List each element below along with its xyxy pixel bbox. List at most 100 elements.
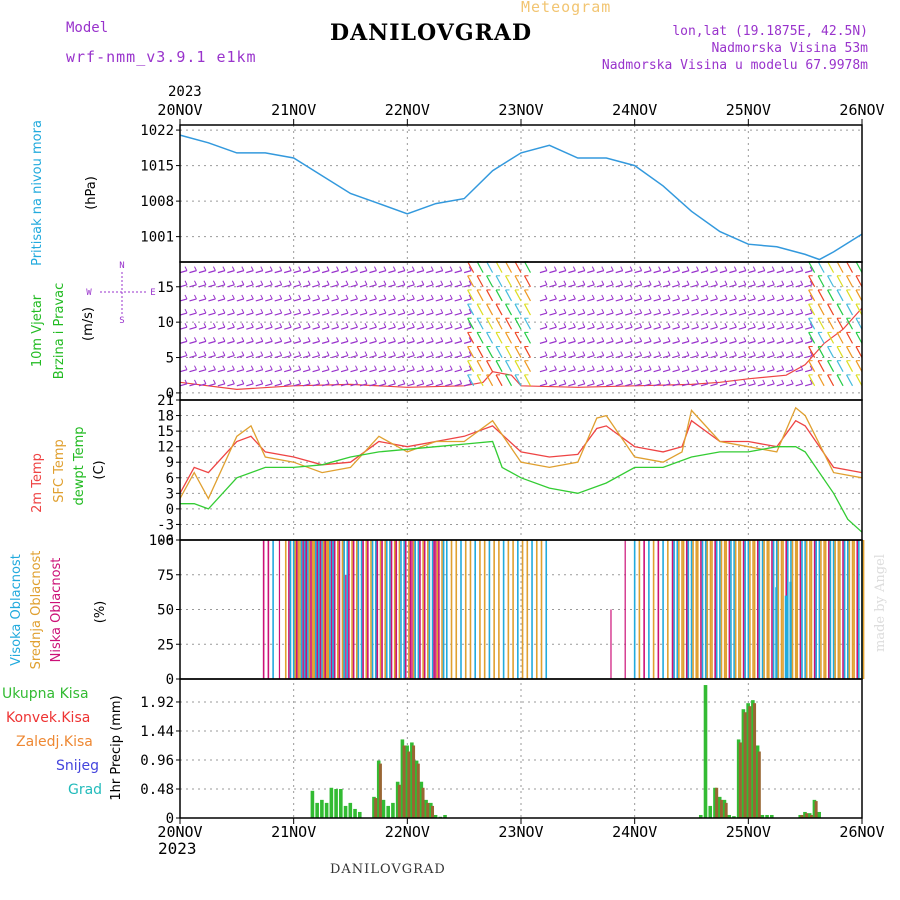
wind-barb-flag [658,337,662,342]
wind-barb [435,383,443,387]
wind-barb [757,340,765,344]
x-tick-label-bottom: 25NOV [726,823,771,841]
wind-barb-flag [269,379,273,385]
wind-barb-flag [222,294,226,300]
wind-barb-flag [231,365,235,370]
wind-barb [464,340,472,344]
wind-barb [321,298,330,302]
precip-legend-4: Grad [68,782,102,798]
wind-barb [514,360,522,372]
wind-barb-flag [317,365,321,370]
wind-barb-flag [582,294,586,300]
wind-barb-flag [790,266,794,271]
wind-barb-flag [800,323,804,328]
precip-bar-total [395,781,400,818]
wind-barb [359,340,368,344]
wind-barb [435,354,443,359]
wind-barb [505,275,513,288]
wind-barb [255,326,263,330]
wind-barb [672,270,680,274]
wind-barb [340,270,349,274]
wind-barb [748,383,756,387]
wind-barb-flag [203,323,207,328]
wind-barb [634,369,642,373]
wind-barb [227,298,235,302]
wind-barb-flag [459,351,463,356]
wind-barb-flag [553,337,557,342]
wind-barb-flag [733,365,737,370]
wind-barb-flag [298,379,302,385]
wind-barb [397,383,406,387]
wind-barb [454,270,462,274]
wind-barb [378,340,387,344]
wind-barb [236,326,244,330]
wind-barb [255,312,263,316]
wind-barb-flag [421,266,425,271]
wind-barb [454,383,462,387]
precip-bar-total [348,802,353,818]
wind-barb-flag [440,294,444,300]
wind-barb-flag [686,280,690,285]
wind-barb-flag [563,280,567,285]
wind-barb-flag [355,308,358,314]
wind-barb [321,340,330,344]
wind-barb-flag [572,266,576,271]
wind-barb [767,326,775,330]
wind-barb [795,340,803,344]
wind-barb-flag [203,294,207,300]
wind-barb-flag [298,323,302,328]
x-tick-label-bottom: 24NOV [612,823,657,841]
wind-barb [189,312,197,316]
wind-barb-flag [771,280,775,285]
wind-barb-flag [790,308,794,314]
wind-barb-flag [383,280,387,285]
wind-barb-flag [459,280,463,285]
wind-barb [312,383,320,387]
wind-barb [577,312,585,316]
wind-barb-flag [203,351,207,356]
wind-barb [246,298,254,302]
wind-barb-flag [326,379,330,385]
wind-barb-flag [250,280,254,285]
wind-barb-flag [686,365,690,370]
wind-barb [505,332,513,344]
wind-barb-flag [800,351,804,356]
wind-barb [189,354,197,359]
wind-barb-flag [326,280,330,285]
x-tick-label-top: 23NOV [498,101,543,119]
precip-bar-total [443,814,447,818]
wind-barb [208,312,216,316]
wind-barb [767,340,775,344]
wind-barb-flag [383,266,387,271]
wind-barb-flag [440,280,444,285]
wind-barb-flag [383,365,387,370]
wind-barb-flag [184,365,188,370]
wind-barb [274,312,282,316]
wind-barb-flag [231,280,235,285]
wind-barb-flag [222,323,226,328]
wind-barb [246,270,254,274]
wind-barb [407,383,415,387]
wind-barb [378,270,387,274]
x-tick-label-bottom: 26NOV [839,823,884,841]
wind-barb [808,303,816,316]
wind-barb [786,369,794,373]
wind-barb [426,312,434,316]
wind-barb-flag [658,351,662,356]
wind-barb [464,326,472,330]
wind-barb [274,270,282,274]
x-tick-label-top: 22NOV [385,101,430,119]
wind-barb [426,326,434,330]
wind-barb [795,326,803,330]
wind-barb-flag [241,337,245,342]
wind-barb [208,369,216,373]
wind-barb-flag [298,266,302,271]
wind-barb [710,354,718,359]
precip-bar-total [817,811,821,818]
wind-barb-flag [582,266,586,271]
wind-barb [312,284,320,288]
wind-barb [265,284,273,288]
wind-barb [331,369,339,373]
wind-barb [757,284,765,288]
wind-barb-flag [752,337,756,342]
